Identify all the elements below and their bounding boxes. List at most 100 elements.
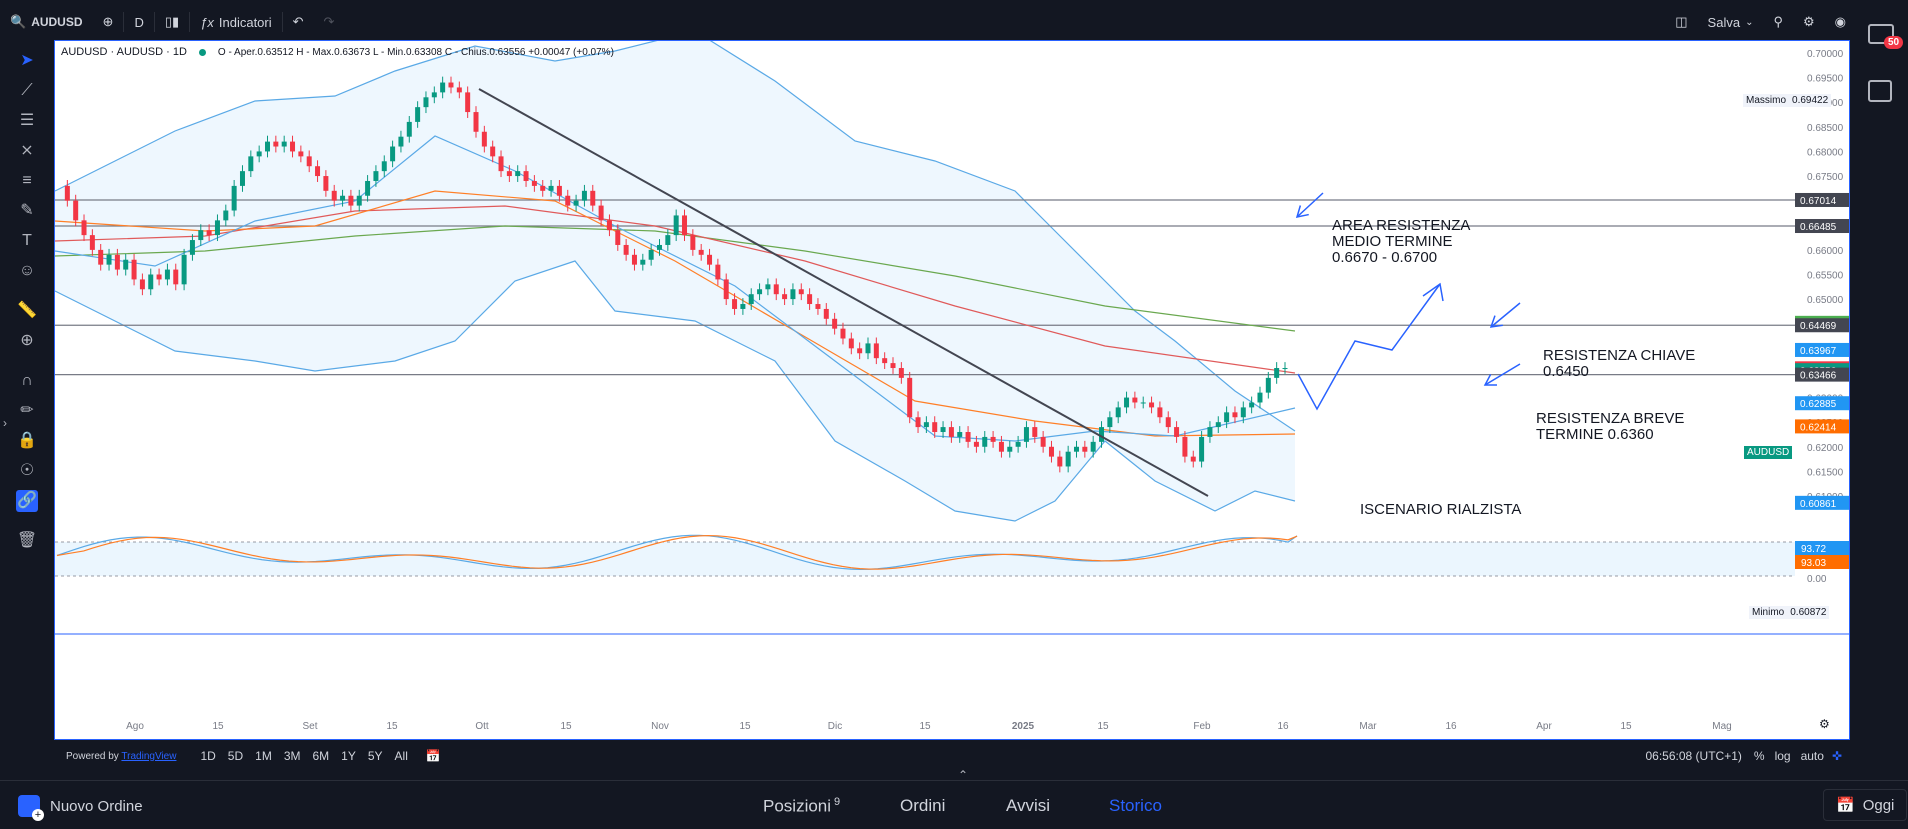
- log-toggle[interactable]: log: [1774, 749, 1791, 763]
- timeframe-all[interactable]: All: [394, 749, 408, 763]
- candle-body: [214, 220, 220, 236]
- symbol-search[interactable]: 🔍 AUDUSD: [0, 0, 93, 44]
- annotation-resistenza-chiave[interactable]: RESISTENZA CHIAVE 0.6450: [1543, 348, 1695, 380]
- candle-body: [815, 304, 821, 309]
- candle-body: [1215, 422, 1221, 428]
- tab-storico[interactable]: Storico: [1109, 796, 1162, 815]
- candle-body: [531, 180, 537, 186]
- today-button[interactable]: 📅 Oggi: [1823, 789, 1908, 821]
- candle-body: [715, 264, 721, 280]
- layout-button[interactable]: ◫: [1665, 0, 1697, 44]
- emoji-icon[interactable]: ☺: [18, 262, 36, 279]
- magnet-icon[interactable]: ∩: [21, 372, 33, 389]
- tradingview-link[interactable]: TradingView: [121, 750, 177, 762]
- auto-toggle[interactable]: auto: [1800, 749, 1824, 763]
- redo-button[interactable]: ↷: [314, 0, 345, 44]
- cursor-icon[interactable]: ➤: [20, 52, 34, 69]
- annotation-resistenza-breve[interactable]: RESISTENZA BREVE TERMINE 0.6360: [1536, 411, 1684, 443]
- new-order-button[interactable]: + Nuovo Ordine: [18, 795, 143, 821]
- settings-button[interactable]: ⚙: [1793, 0, 1825, 44]
- time-tick: Nov: [651, 721, 669, 732]
- candle-body: [173, 269, 179, 285]
- eye-icon[interactable]: ☉: [19, 462, 35, 479]
- clock[interactable]: 06:56:08 (UTC+1): [1645, 749, 1742, 763]
- candle-body: [615, 230, 621, 245]
- candle-body: [1190, 456, 1196, 462]
- candle-body: [1007, 446, 1013, 452]
- candle-body: [273, 141, 279, 147]
- candle-body: [131, 259, 137, 280]
- undo-button[interactable]: ↶: [283, 0, 314, 44]
- watchlist-button[interactable]: [1868, 24, 1894, 44]
- save-button[interactable]: Salva ⌄: [1698, 0, 1764, 44]
- percent-toggle[interactable]: %: [1753, 749, 1765, 763]
- timeframe-1y[interactable]: 1Y: [341, 749, 356, 763]
- time-tick: Ago: [126, 721, 144, 732]
- tab-ordini[interactable]: Ordini: [900, 796, 946, 815]
- quick-search-button[interactable]: ⚲: [1763, 0, 1793, 44]
- ruler-icon[interactable]: 📏: [17, 302, 37, 319]
- trendline-icon[interactable]: ⟋: [21, 82, 33, 99]
- annotation-area-resistenza[interactable]: AREA RESISTENZA MEDIO TERMINE 0.6670 - 0…: [1332, 218, 1470, 266]
- interval-button[interactable]: D: [124, 0, 153, 44]
- powered-text: Powered by: [66, 750, 119, 762]
- candle-body: [523, 171, 529, 181]
- chart-area[interactable]: 0.700000.695000.690000.685000.680000.675…: [54, 40, 1850, 740]
- timeframe-1m[interactable]: 1M: [255, 749, 272, 763]
- lock-drawing-icon[interactable]: ✏: [20, 402, 34, 419]
- candle-body: [423, 97, 429, 108]
- candle-body: [81, 220, 87, 236]
- collapse-arrow-icon[interactable]: ›: [3, 416, 7, 430]
- time-tick: 15: [386, 721, 398, 732]
- candle-body: [882, 358, 888, 364]
- crosshair-icon[interactable]: ✜: [1831, 749, 1842, 763]
- right-widget-bar: 50: [1852, 10, 1908, 770]
- candle-body: [1265, 377, 1271, 393]
- chart-svg[interactable]: 0.700000.695000.690000.685000.680000.675…: [55, 41, 1849, 739]
- timeframe-3m[interactable]: 3M: [283, 749, 301, 763]
- price-box: [1795, 318, 1849, 333]
- candle-body: [281, 141, 287, 147]
- fib-icon[interactable]: ≡: [22, 172, 32, 189]
- snapshot-button[interactable]: ◉: [1825, 0, 1856, 44]
- timeframe-1d[interactable]: 1D: [200, 749, 216, 763]
- indicators-button[interactable]: ƒx Indicatori: [190, 0, 281, 44]
- tab-posizioni[interactable]: Posizioni 9: [763, 796, 840, 817]
- horizontal-lines-icon[interactable]: ☰: [19, 112, 35, 129]
- separator: [281, 12, 283, 32]
- brush-icon[interactable]: ✎: [20, 202, 34, 219]
- axis-settings-icon[interactable]: ⚙: [1819, 717, 1830, 731]
- news-icon[interactable]: [1868, 80, 1892, 102]
- annotation-line: 0.6670 - 0.6700: [1332, 249, 1438, 266]
- candle-body: [1199, 436, 1205, 462]
- link-icon[interactable]: 🔗: [16, 490, 38, 512]
- date-range-icon[interactable]: 📅: [425, 749, 441, 763]
- timeframe-5y[interactable]: 5Y: [367, 749, 383, 763]
- timeframe-6m[interactable]: 6M: [312, 749, 330, 763]
- candle-body: [1274, 368, 1280, 378]
- price-tick: 0.61500: [1807, 467, 1844, 478]
- candle-body: [1240, 407, 1246, 418]
- price-tick: 0.68500: [1807, 123, 1844, 134]
- candle-body: [573, 200, 579, 206]
- new-order-icon: +: [18, 795, 44, 821]
- candle-body: [139, 279, 145, 290]
- text-icon[interactable]: T: [22, 232, 32, 249]
- candle-body: [1015, 441, 1021, 447]
- tab-avvisi[interactable]: Avvisi: [1006, 796, 1051, 815]
- chart-legend: AUDUSD · AUDUSD · 1D O - Aper.0.63512 H …: [61, 46, 614, 58]
- price-tick: 0.62000: [1807, 443, 1844, 454]
- compare-button[interactable]: ⊕: [93, 0, 124, 44]
- pattern-icon[interactable]: ⨯: [20, 142, 34, 159]
- price-box: [1795, 396, 1849, 411]
- trash-icon[interactable]: 🗑: [16, 532, 38, 549]
- collapse-panel-arrow[interactable]: ⌃: [958, 768, 969, 782]
- osc-value-box: [1795, 541, 1849, 555]
- candle-body: [64, 185, 70, 201]
- zoom-in-icon[interactable]: ⊕: [20, 332, 34, 349]
- lock-icon[interactable]: 🔒: [17, 432, 37, 449]
- timeframe-5d[interactable]: 5D: [227, 749, 244, 763]
- chart-type-button[interactable]: ▯▮: [155, 0, 189, 44]
- camera-icon: ◉: [1834, 14, 1846, 29]
- annotation-scenario[interactable]: ISCENARIO RIALZISTA: [1360, 501, 1522, 518]
